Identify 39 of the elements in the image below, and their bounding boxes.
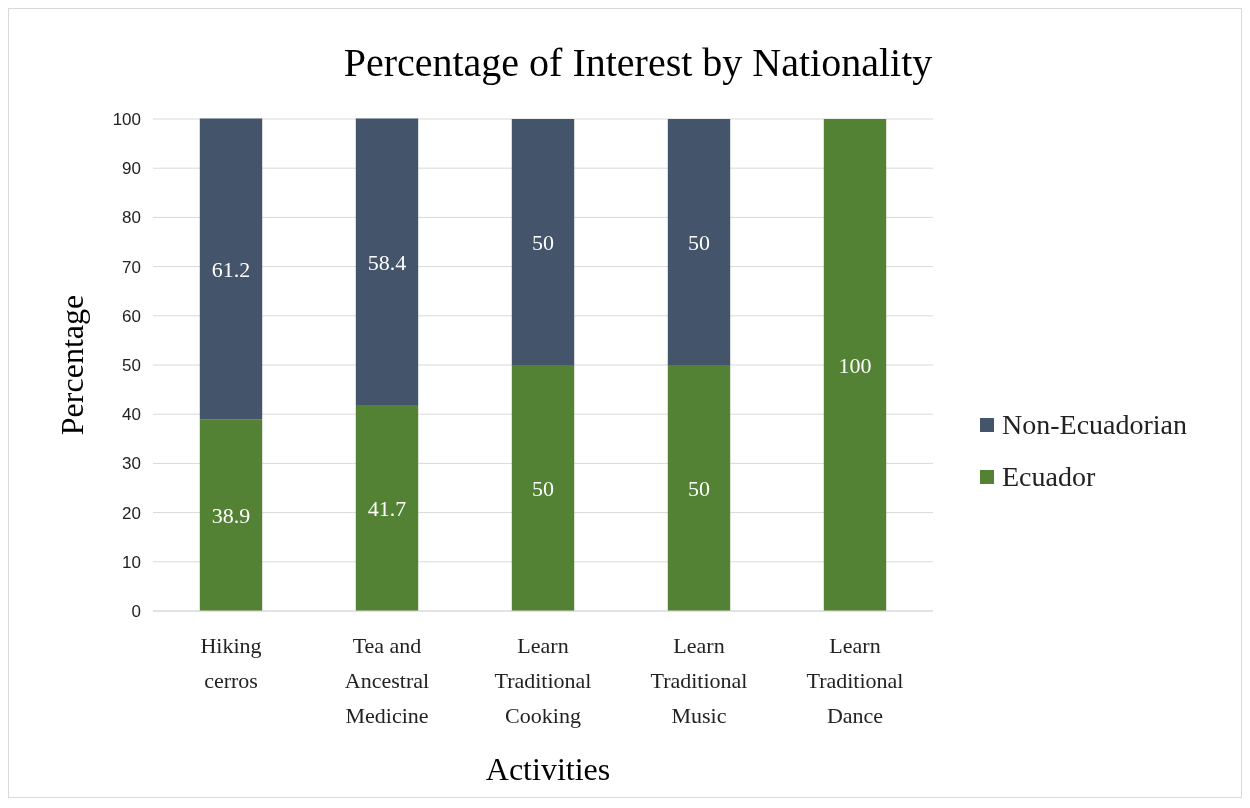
x-tick-label: Hiking cerros: [200, 633, 262, 693]
bar: [667, 119, 731, 365]
data-label: 61.2: [211, 257, 251, 283]
y-tick-label: 10: [122, 552, 141, 572]
bar: [511, 365, 575, 611]
data-label: 50: [688, 476, 710, 501]
x-tick-label: Learn Traditional Dance: [806, 633, 904, 728]
y-tick-label: 60: [122, 306, 141, 326]
y-tick-label: 0: [131, 602, 141, 621]
data-label: 41.7: [367, 496, 407, 522]
legend-label: Ecuador: [1002, 461, 1096, 492]
y-axis-title: Percentage: [54, 294, 90, 436]
y-tick-label: 50: [122, 356, 141, 375]
data-label: 50: [532, 230, 554, 255]
bar: [199, 419, 263, 611]
x-axis-title: Activities: [485, 751, 611, 787]
data-label: 100: [838, 353, 872, 378]
bar: [199, 118, 263, 420]
y-tick-label: 30: [122, 454, 141, 474]
bar: [667, 365, 731, 611]
bar: [511, 119, 575, 365]
x-tick-label: Learn Traditional Music: [650, 633, 748, 728]
y-tick-label: 100: [112, 110, 141, 129]
y-tick-label: 20: [122, 503, 141, 523]
y-tick-label: 90: [122, 159, 141, 179]
y-tick-label: 40: [122, 405, 141, 425]
bar: [355, 118, 419, 406]
data-label: 38.9: [211, 503, 251, 529]
data-label: 50: [532, 476, 554, 501]
x-tick-label: Tea and Ancestral Medicine: [344, 633, 430, 728]
chart-title: Percentage of Interest by Nationality: [343, 40, 933, 85]
y-tick-label: 80: [122, 208, 141, 228]
legend-label: Non-Ecuadorian: [1002, 409, 1188, 440]
y-tick-label: 70: [122, 257, 141, 277]
bar: [823, 119, 887, 611]
data-label: 50: [688, 230, 710, 255]
bar: [355, 405, 419, 611]
x-tick-label: Learn Traditional Cooking: [494, 633, 592, 728]
data-label: 58.4: [367, 250, 407, 276]
